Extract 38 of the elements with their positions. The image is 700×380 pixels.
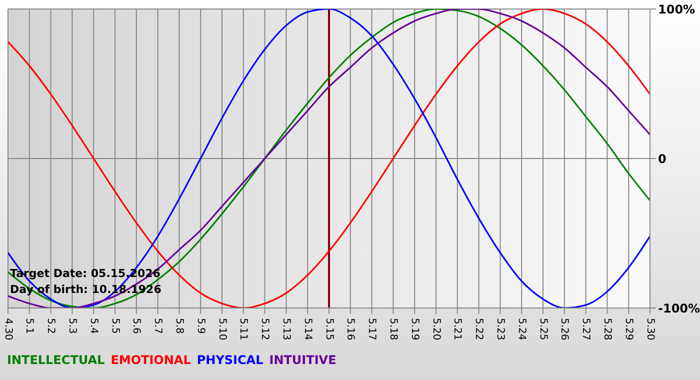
x-tick-label: 5.27 xyxy=(580,318,592,340)
x-tick-label: 5.28 xyxy=(601,318,612,340)
x-tick-label: 5.7 xyxy=(152,318,164,334)
x-tick-label: 5.25 xyxy=(537,318,548,340)
x-tick-label: 5.22 xyxy=(473,318,484,340)
x-tick-label: 5.3 xyxy=(66,318,78,334)
x-tick-label: 5.17 xyxy=(366,318,378,340)
x-tick-label: 5.19 xyxy=(408,318,420,340)
x-tick-label: 5.18 xyxy=(387,318,398,340)
x-tick-label: 5.13 xyxy=(280,318,292,340)
x-tick-label: 5.2 xyxy=(45,318,56,334)
x-tick-label: 5.16 xyxy=(344,318,356,340)
x-tick-label: 5.26 xyxy=(558,318,570,340)
x-tick-label: 5.24 xyxy=(516,318,527,340)
x-tick-label: 5.10 xyxy=(216,318,228,340)
x-tick-label: 5.8 xyxy=(173,318,184,334)
y-tick-label: -100% xyxy=(658,301,700,316)
text: EMOTIONAL xyxy=(110,353,191,367)
x-tick-label: 5.14 xyxy=(302,318,313,340)
x-tick-label: 5.23 xyxy=(494,318,506,340)
x-tick-label: 4.30 xyxy=(2,318,14,340)
x-tick-label: 5.29 xyxy=(622,318,634,340)
text: PHYSICAL xyxy=(196,353,264,367)
x-tick-label: 5.9 xyxy=(194,318,206,334)
y-tick-label: 0 xyxy=(658,152,666,166)
x-tick-label: 5.12 xyxy=(259,318,270,340)
x-tick-label: 5.11 xyxy=(238,318,249,340)
x-tick-label: 5.1 xyxy=(24,318,35,334)
x-tick-label: 5.21 xyxy=(452,318,463,340)
x-tick-label: 5.5 xyxy=(109,318,120,334)
y-tick-label: 100% xyxy=(658,2,696,16)
text: INTUITIVE xyxy=(269,353,336,367)
x-tick-label: 5.20 xyxy=(430,318,442,340)
x-tick-label: 5.30 xyxy=(644,318,656,340)
x-tick-label: 5.4 xyxy=(88,318,99,334)
x-tick-label: 5.6 xyxy=(130,318,142,334)
text: INTELLECTUAL xyxy=(7,353,105,367)
x-tick-label: 5.15 xyxy=(323,318,334,340)
